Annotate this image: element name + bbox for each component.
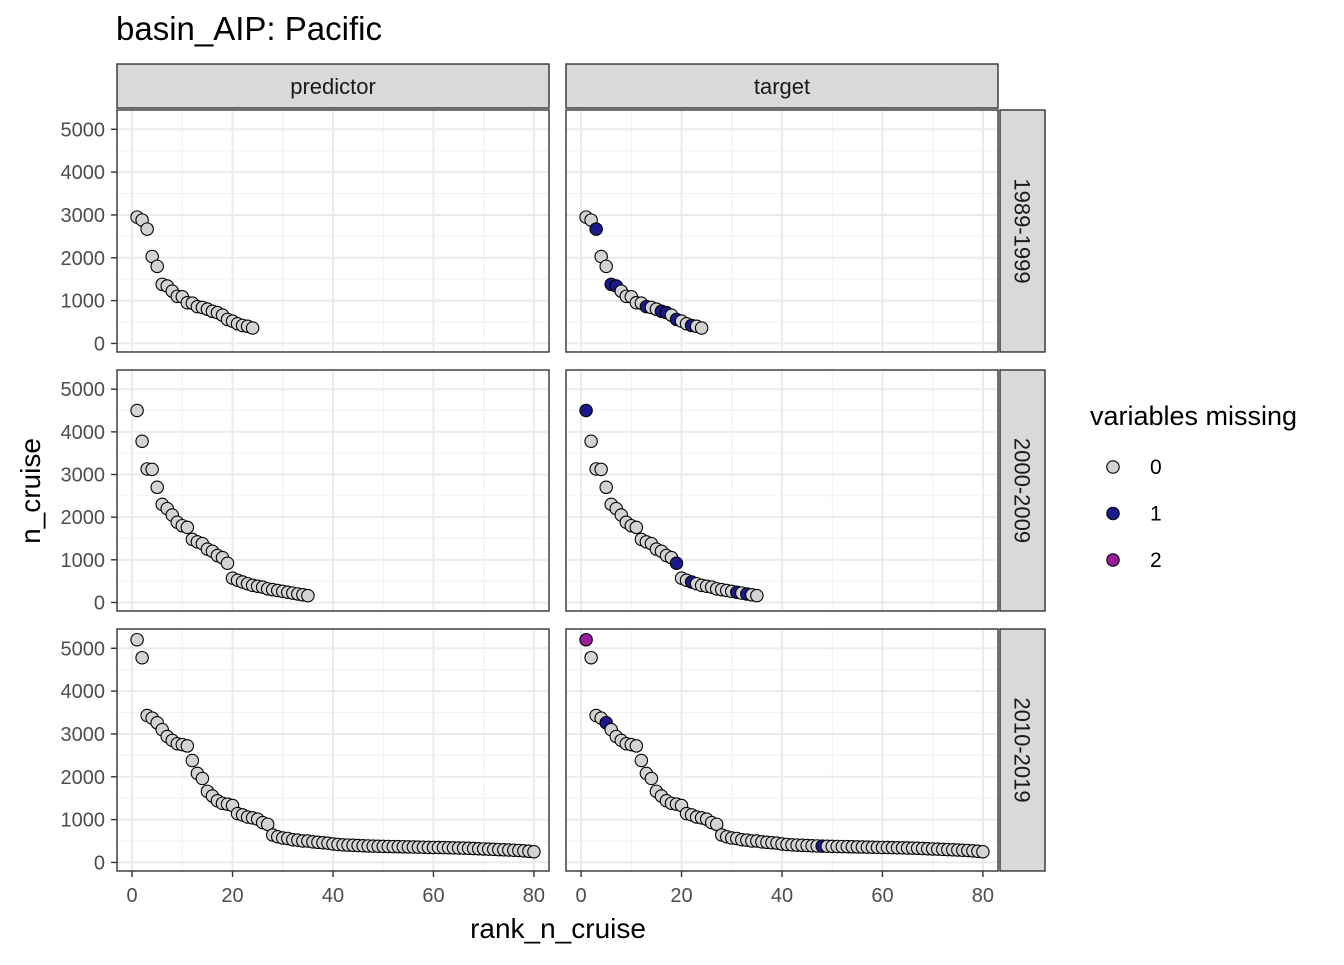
data-point — [589, 222, 603, 236]
data-point — [180, 520, 195, 535]
chart-title: basin_AIP: Pacific — [116, 10, 382, 47]
data-point — [669, 556, 684, 570]
data-point — [220, 556, 235, 570]
data-point — [599, 259, 613, 274]
panel-border — [565, 109, 999, 353]
data-point — [150, 259, 164, 274]
data-point — [579, 403, 593, 418]
y-tick-label: 5000 — [61, 119, 106, 141]
data-point — [145, 462, 159, 477]
legend-label: 0 — [1150, 456, 1162, 479]
facet-strip-label: 2010-2019 — [1010, 697, 1035, 802]
data-point — [750, 588, 764, 603]
y-tick-label: 4000 — [61, 422, 106, 444]
data-point — [644, 771, 659, 786]
y-tick-label: 4000 — [61, 162, 106, 184]
x-tick-label: 0 — [576, 885, 587, 907]
legend: variables missing 0 1 2 — [1090, 401, 1297, 572]
data-point — [634, 753, 649, 768]
facet-panels: predictor target 1989-1999 2000-2009 2010-20… — [61, 63, 1046, 907]
data-point — [150, 480, 164, 495]
data-point — [594, 462, 608, 477]
data-point — [579, 632, 593, 647]
legend-key — [1106, 553, 1120, 567]
facet-strip-2010-2019 — [999, 628, 1046, 872]
facet-strip-1989-1999 — [999, 109, 1046, 353]
facet-strip-label: 2000-2009 — [1010, 438, 1035, 543]
y-tick-label: 5000 — [61, 638, 106, 660]
data-point — [245, 321, 260, 335]
y-tick-label: 3000 — [61, 205, 106, 227]
legend-key — [1106, 460, 1120, 474]
facet-strip-label: target — [754, 74, 810, 99]
data-point — [584, 434, 598, 448]
data-point — [140, 222, 154, 236]
data-point — [135, 434, 149, 448]
legend-title: variables missing — [1090, 401, 1297, 431]
data-point — [629, 739, 644, 753]
y-tick-label: 2000 — [61, 507, 106, 529]
y-tick-label: 5000 — [61, 379, 106, 401]
facet-strip-label: predictor — [290, 74, 376, 99]
data-point — [130, 632, 144, 647]
y-tick-label: 0 — [94, 333, 105, 355]
legend-label: 2 — [1150, 549, 1162, 572]
x-axis-title: rank_n_cruise — [470, 913, 646, 944]
legend-label: 1 — [1150, 503, 1162, 526]
data-point — [135, 650, 149, 665]
y-tick-label: 1000 — [61, 550, 106, 572]
y-tick-label: 2000 — [61, 248, 106, 270]
y-axis-title: n_cruise — [15, 438, 46, 544]
data-point — [195, 771, 210, 786]
y-tick-label: 0 — [94, 592, 105, 614]
data-point — [527, 844, 541, 859]
y-tick-label: 1000 — [61, 291, 106, 313]
y-tick-label: 3000 — [61, 724, 106, 746]
y-tick-label: 3000 — [61, 465, 106, 487]
x-tick-label: 60 — [871, 885, 893, 907]
x-tick-label: 0 — [127, 885, 138, 907]
legend-key — [1106, 506, 1120, 521]
panel-border — [116, 109, 550, 353]
y-tick-label: 1000 — [61, 810, 106, 832]
data-point — [629, 520, 644, 535]
x-tick-label: 60 — [422, 885, 444, 907]
data-point — [130, 403, 144, 418]
x-tick-label: 20 — [670, 885, 692, 907]
data-point — [976, 844, 990, 859]
y-tick-label: 0 — [94, 852, 105, 874]
data-point — [185, 753, 200, 768]
x-tick-label: 40 — [771, 885, 793, 907]
panel-border — [565, 369, 999, 612]
facet-strip-2000-2009 — [999, 369, 1046, 612]
x-tick-label: 20 — [221, 885, 243, 907]
facet-strip-label: 1989-1999 — [1010, 178, 1035, 283]
facet-strip-target — [565, 63, 999, 109]
panel-border — [116, 369, 550, 612]
x-tick-label: 40 — [322, 885, 344, 907]
data-point — [584, 650, 598, 665]
y-tick-label: 4000 — [61, 681, 106, 703]
x-tick-label: 80 — [972, 885, 994, 907]
y-tick-label: 2000 — [61, 767, 106, 789]
facet-strip-predictor — [116, 63, 550, 109]
data-point — [599, 480, 613, 495]
x-tick-label: 80 — [523, 885, 545, 907]
data-point — [180, 739, 195, 753]
data-point — [301, 588, 315, 603]
data-point — [694, 321, 709, 335]
